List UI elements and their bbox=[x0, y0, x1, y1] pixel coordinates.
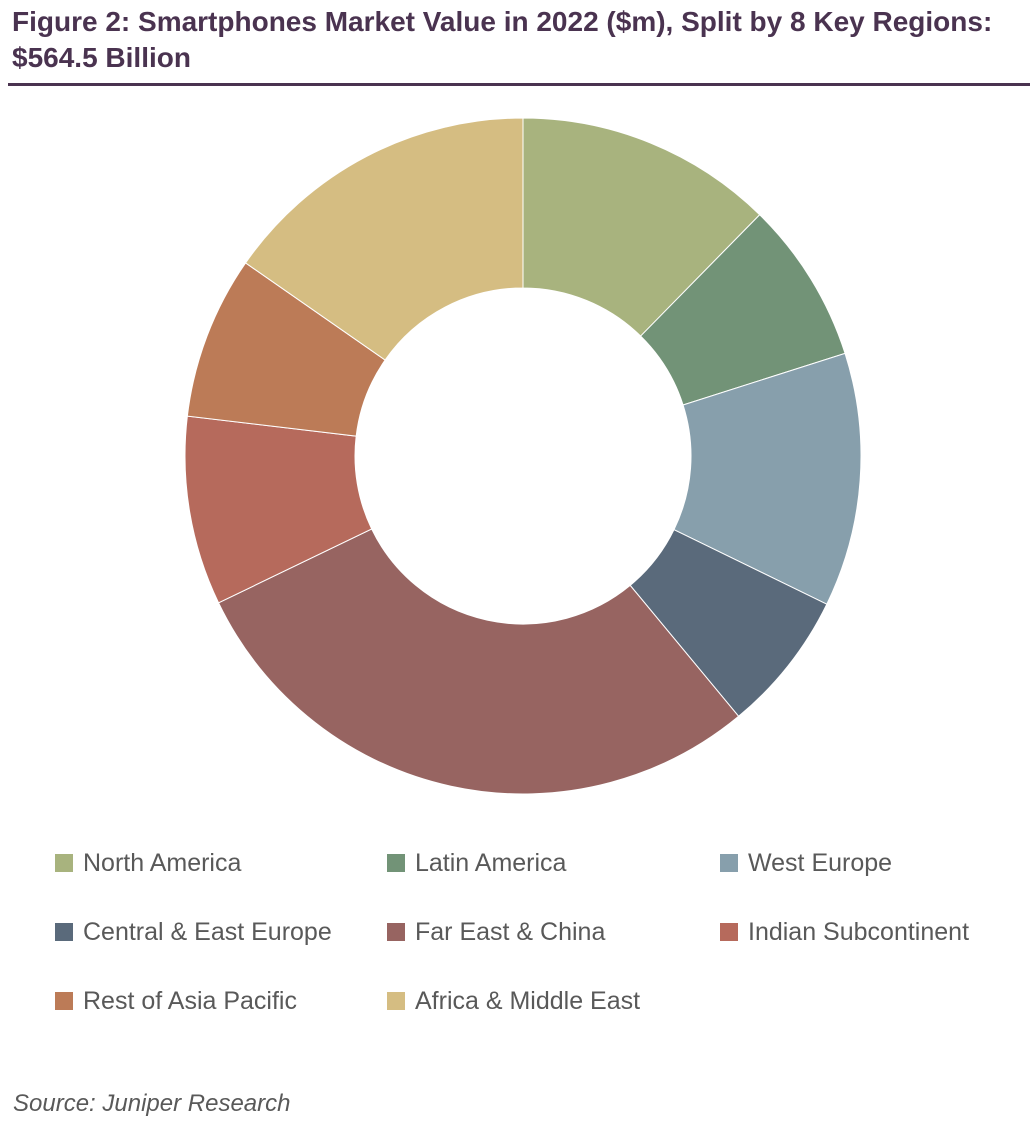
chart-legend: North America Latin America West Europe Cen… bbox=[0, 840, 1030, 1040]
legend-item-latin-america: Latin America bbox=[387, 843, 566, 883]
legend-swatch bbox=[720, 923, 738, 941]
legend-item-central-east-europe: Central & East Europe bbox=[55, 912, 332, 952]
legend-label: Rest of Asia Pacific bbox=[83, 986, 297, 1015]
legend-swatch bbox=[387, 992, 405, 1010]
legend-item-north-america: North America bbox=[55, 843, 241, 883]
legend-item-west-europe: West Europe bbox=[720, 843, 892, 883]
slice-africa-middle-east bbox=[244, 117, 524, 361]
legend-label: Central & East Europe bbox=[83, 917, 332, 946]
legend-swatch bbox=[55, 854, 73, 872]
legend-label: Africa & Middle East bbox=[415, 986, 641, 1015]
slice-north-america bbox=[522, 117, 761, 337]
legend-item-indian-subcontinent: Indian Subcontinent bbox=[720, 912, 969, 952]
slice-west-europe bbox=[673, 352, 862, 605]
legend-item-far-east-china: Far East & China bbox=[387, 912, 605, 952]
source-note: Source: Juniper Research bbox=[13, 1090, 291, 1117]
legend-item-africa-middle-east: Africa & Middle East bbox=[387, 981, 640, 1021]
legend-item-rest-of-asia-pacific: Rest of Asia Pacific bbox=[55, 981, 297, 1021]
donut-chart bbox=[184, 117, 862, 795]
legend-swatch bbox=[387, 923, 405, 941]
legend-swatch bbox=[55, 923, 73, 941]
legend-label: Latin America bbox=[415, 848, 567, 877]
legend-label: Indian Subcontinent bbox=[748, 917, 970, 946]
chart-title: Figure 2: Smartphones Market Value in 20… bbox=[12, 6, 993, 73]
slice-far-east-china bbox=[217, 528, 740, 795]
legend-swatch bbox=[720, 854, 738, 872]
title-divider bbox=[8, 83, 1030, 86]
donut-slices bbox=[184, 117, 862, 795]
legend-label: Far East & China bbox=[415, 917, 606, 946]
legend-label: North America bbox=[83, 848, 242, 877]
legend-swatch bbox=[387, 854, 405, 872]
legend-swatch bbox=[55, 992, 73, 1010]
legend-label: West Europe bbox=[748, 848, 893, 877]
